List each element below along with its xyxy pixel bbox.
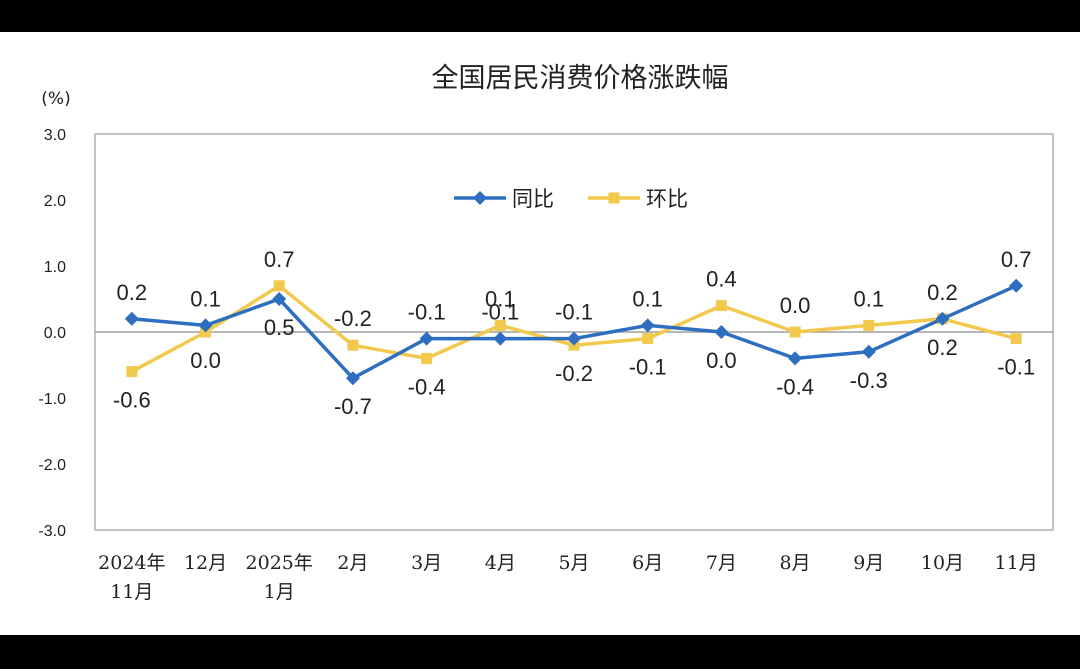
data-label: -0.1 <box>555 300 593 325</box>
data-label: 0.4 <box>706 267 737 292</box>
data-point-marker <box>1009 278 1024 293</box>
y-axis-unit: (%) <box>41 89 70 109</box>
data-point-marker <box>421 352 433 364</box>
legend: 同比 环比 <box>454 187 688 211</box>
data-point-marker <box>198 318 213 333</box>
data-label: -0.6 <box>113 388 151 413</box>
data-label: 0.7 <box>264 247 295 272</box>
x-tick-label: 11月 <box>995 552 1038 574</box>
data-point-marker <box>567 331 581 346</box>
data-label: -0.7 <box>334 394 372 419</box>
data-label: -0.3 <box>850 368 888 393</box>
data-label: -0.1 <box>997 355 1035 380</box>
y-tick-label: 1.0 <box>44 259 66 276</box>
y-tick-label: -3.0 <box>38 523 66 540</box>
data-point-marker <box>788 351 803 366</box>
y-tick-label: 0.0 <box>44 325 66 342</box>
cpi-line-chart: 全国居民消费价格涨跌幅 (%) 3.0 2.0 1.0 0.0 -1.0 -2.0 -3.0… <box>38 63 1054 603</box>
x-axis-ticks: 2024年 11月 12月 2025年 1月 2月 3月 4月 5月 6月 7月 8月 9月 10月 11月 <box>98 552 1038 603</box>
x-tick-label: 1月 <box>264 581 295 603</box>
data-label: 0.1 <box>853 286 884 311</box>
y-axis-ticks: 3.0 2.0 1.0 0.0 -1.0 -2.0 -3.0 <box>38 127 66 540</box>
data-label: -0.1 <box>481 300 519 325</box>
x-tick-label: 6月 <box>632 552 663 574</box>
data-point-marker <box>714 325 729 339</box>
data-point-marker <box>715 300 727 312</box>
data-point-marker <box>861 344 876 359</box>
chart-panel: 全国居民消费价格涨跌幅 (%) 3.0 2.0 1.0 0.0 -1.0 -2.0 -3.0… <box>0 32 1080 635</box>
data-label: -0.2 <box>334 306 372 331</box>
data-label: 0.2 <box>927 335 958 360</box>
legend-marker <box>473 191 487 205</box>
data-point-marker <box>272 292 287 306</box>
data-label: -0.2 <box>555 361 593 386</box>
data-label: 0.0 <box>190 348 221 373</box>
data-label: -0.4 <box>408 374 446 399</box>
data-label: 0.1 <box>632 286 663 311</box>
data-point-marker <box>789 326 801 338</box>
data-label: -0.1 <box>629 355 667 380</box>
data-label: 0.2 <box>117 280 148 305</box>
data-point-marker <box>493 331 508 346</box>
data-point-marker <box>935 311 950 326</box>
y-tick-label: 2.0 <box>44 193 66 210</box>
x-tick-label: 11月 <box>110 581 153 603</box>
data-point-marker <box>273 280 285 292</box>
data-label-layer: 0.2 0.10.5-0.7-0.1 -0.1 -0.10.10.0-0.4 -0.30… <box>113 247 1035 419</box>
y-tick-label: -1.0 <box>38 391 66 408</box>
data-point-marker <box>345 371 360 386</box>
data-label: -0.1 <box>408 300 446 325</box>
x-tick-label: 7月 <box>706 552 737 574</box>
y-tick-label: -2.0 <box>38 457 66 474</box>
data-point-marker <box>494 319 506 331</box>
x-tick-label: 12月 <box>184 552 227 574</box>
x-tick-label: 3月 <box>411 552 442 574</box>
data-point-marker <box>1010 333 1022 345</box>
data-point-marker <box>124 311 139 326</box>
data-point-marker <box>126 366 138 378</box>
x-tick-label: 4月 <box>485 552 516 574</box>
data-point-marker <box>419 331 434 346</box>
legend-marker <box>608 192 620 204</box>
x-tick-label: 2024年 <box>98 552 165 574</box>
data-point-marker <box>863 319 875 331</box>
data-label: 0.2 <box>927 280 958 305</box>
x-tick-label: 2025年 <box>246 552 313 574</box>
data-label: 0.5 <box>264 315 295 340</box>
x-tick-label: 8月 <box>780 552 811 574</box>
legend-label: 环比 <box>646 187 688 211</box>
y-tick-label: 3.0 <box>44 127 66 144</box>
data-label: 0.7 <box>1001 247 1032 272</box>
data-point-marker <box>642 333 654 345</box>
data-label: -0.4 <box>776 374 814 399</box>
data-point-marker <box>640 318 655 333</box>
legend-label: 同比 <box>512 187 554 211</box>
data-point-marker <box>347 339 359 351</box>
x-tick-label: 10月 <box>921 552 964 574</box>
x-tick-label: 2月 <box>337 552 368 574</box>
data-label: 0.0 <box>706 348 737 373</box>
data-label: 0.1 <box>190 286 221 311</box>
series-layer <box>124 278 1024 386</box>
data-label: 0.1 <box>485 286 516 311</box>
x-tick-label: 5月 <box>558 552 589 574</box>
chart-title: 全国居民消费价格涨跌幅 <box>432 63 729 94</box>
x-tick-label: 9月 <box>853 552 884 574</box>
data-label: 0.0 <box>780 293 811 318</box>
